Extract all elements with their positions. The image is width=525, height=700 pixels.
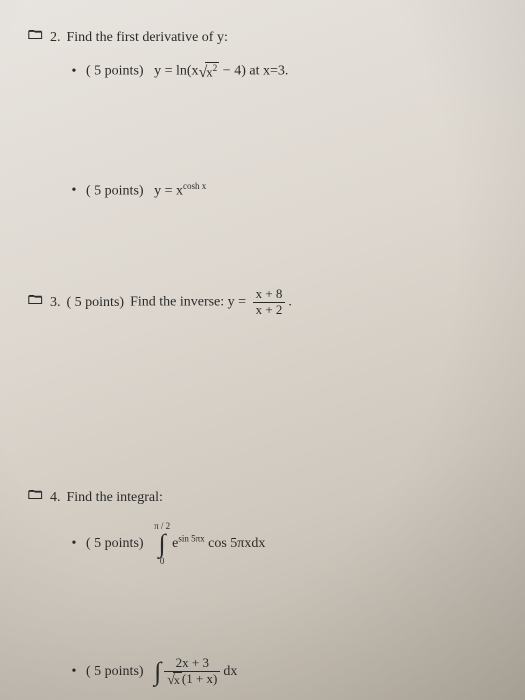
frac-den: √x(1 + x) bbox=[164, 672, 220, 688]
problem-2b-base: y = x bbox=[154, 183, 183, 198]
problem-4b-points: ( 5 points) bbox=[86, 664, 144, 679]
problem-2a: • ( 5 points) y = ln(x√x2 − 4) at x=3. bbox=[70, 62, 489, 81]
bullet-icon: • bbox=[70, 665, 78, 679]
problem-4-title: Find the integral: bbox=[67, 490, 163, 506]
folder-icon bbox=[28, 488, 44, 501]
integral-block: π / 2 ∫ 0 bbox=[154, 522, 170, 566]
folder-icon bbox=[28, 293, 44, 306]
after-rad: (1 + x) bbox=[182, 671, 218, 686]
problem-2-header: 2. Find the first derivative of y: bbox=[28, 28, 489, 46]
problem-2b: • ( 5 points) y = xcosh x bbox=[70, 181, 489, 200]
problem-4a-points: ( 5 points) bbox=[86, 536, 144, 551]
problem-4a: • ( 5 points) π / 2 ∫ 0 esin 5πx cos 5πx… bbox=[70, 522, 489, 566]
rad-inner: x bbox=[174, 673, 180, 687]
problem-2b-points: ( 5 points) bbox=[86, 183, 144, 198]
problem-3-title-pre: Find the inverse: y = bbox=[130, 295, 246, 310]
problem-4-header: 4. Find the integral: bbox=[28, 488, 489, 506]
problem-2b-exponent: cosh x bbox=[183, 181, 206, 191]
problem-2a-expr-pre: y = ln(x bbox=[154, 64, 198, 79]
problem-4b-dx: dx bbox=[223, 664, 237, 679]
bullet-icon: • bbox=[70, 537, 78, 551]
problem-3-header: 3. ( 5 points) Find the inverse: y = x +… bbox=[28, 287, 489, 318]
frac-num: x + 8 bbox=[253, 287, 286, 303]
problem-3-period: . bbox=[288, 295, 292, 310]
folder-icon bbox=[28, 28, 44, 41]
problem-2a-points: ( 5 points) bbox=[86, 64, 144, 79]
bullet-icon: • bbox=[70, 65, 78, 79]
problem-2-number: 2. bbox=[50, 30, 61, 46]
problem-3-number: 3. bbox=[50, 295, 61, 311]
sqrt-expr: √x2 bbox=[199, 62, 220, 81]
radicand-exp: 2 bbox=[213, 63, 218, 73]
problem-3-fraction: x + 8 x + 2 bbox=[253, 287, 286, 318]
frac-den: x + 2 bbox=[253, 303, 286, 318]
problem-2a-expr-post: − 4) at x=3. bbox=[219, 64, 288, 79]
integrand-exp: sin 5πx bbox=[178, 534, 204, 544]
integral-symbol: ∫ bbox=[154, 657, 161, 686]
problem-3-points: ( 5 points) bbox=[67, 295, 125, 311]
integral-symbol: ∫ bbox=[159, 531, 166, 557]
problem-4b-fraction: 2x + 3 √x(1 + x) bbox=[164, 656, 220, 688]
problem-4b: • ( 5 points) ∫ 2x + 3 √x(1 + x) dx bbox=[70, 656, 489, 688]
problem-4-number: 4. bbox=[50, 490, 61, 506]
integrand-rest: cos 5πxdx bbox=[205, 536, 266, 551]
frac-num: 2x + 3 bbox=[164, 656, 220, 672]
vignette-overlay bbox=[0, 0, 525, 700]
problem-2-title: Find the first derivative of y: bbox=[67, 30, 228, 46]
integral-lower: 0 bbox=[160, 557, 165, 566]
bullet-icon: • bbox=[70, 184, 78, 198]
